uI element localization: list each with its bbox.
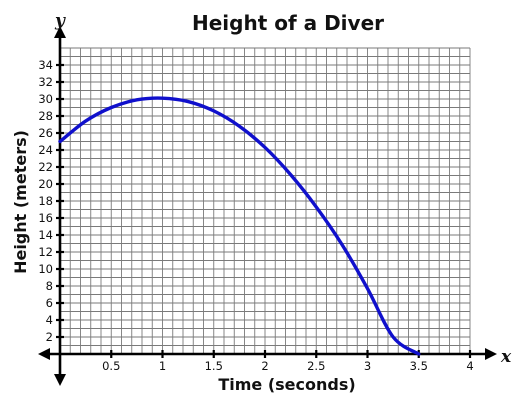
y-tick-label: 8 [46,279,53,293]
x-tick-label: 2 [261,359,268,373]
y-tick-label: 2 [46,330,53,344]
x-tick-label: 1 [159,359,166,373]
y-tick-label: 10 [38,262,53,276]
y-tick-label: 28 [38,109,53,123]
y-axis-var: y [54,11,66,31]
y-tick-label: 30 [38,92,53,106]
y-axis-label: Height (meters) [11,130,30,274]
series-line [58,96,421,356]
y-tick-label: 14 [38,228,53,242]
y-tick-label: 18 [38,194,53,208]
y-tick-label: 24 [38,143,53,157]
y-axis-arrow-down-icon [54,374,66,386]
x-axis-label: Time (seconds) [218,375,355,394]
x-tick-label: 3.5 [410,359,428,373]
y-tick-label: 16 [38,211,53,225]
grid [60,47,471,354]
x-axis-var: x [500,347,512,367]
x-tick-label: 4 [466,359,473,373]
x-axis-arrow-left-icon [38,348,50,360]
y-tick-label: 34 [38,58,53,72]
x-tick-label: 2.5 [307,359,325,373]
y-tick-label: 32 [38,75,53,89]
y-tick-label: 22 [38,160,53,174]
x-tick-label: 3 [364,359,371,373]
x-tick-label: 1.5 [205,359,223,373]
chart-title: Height of a Diver [192,11,384,35]
y-tick-label: 12 [38,245,53,259]
y-tick-label: 20 [38,177,53,191]
y-axis-arrow-up-icon [54,26,66,38]
series [58,96,421,356]
x-axis-arrow-right-icon [485,348,497,360]
y-tick-label: 26 [38,126,53,140]
y-tick-label: 4 [46,313,53,327]
x-tick-label: 0.5 [102,359,120,373]
axes [38,26,497,386]
y-tick-label: 6 [46,296,53,310]
